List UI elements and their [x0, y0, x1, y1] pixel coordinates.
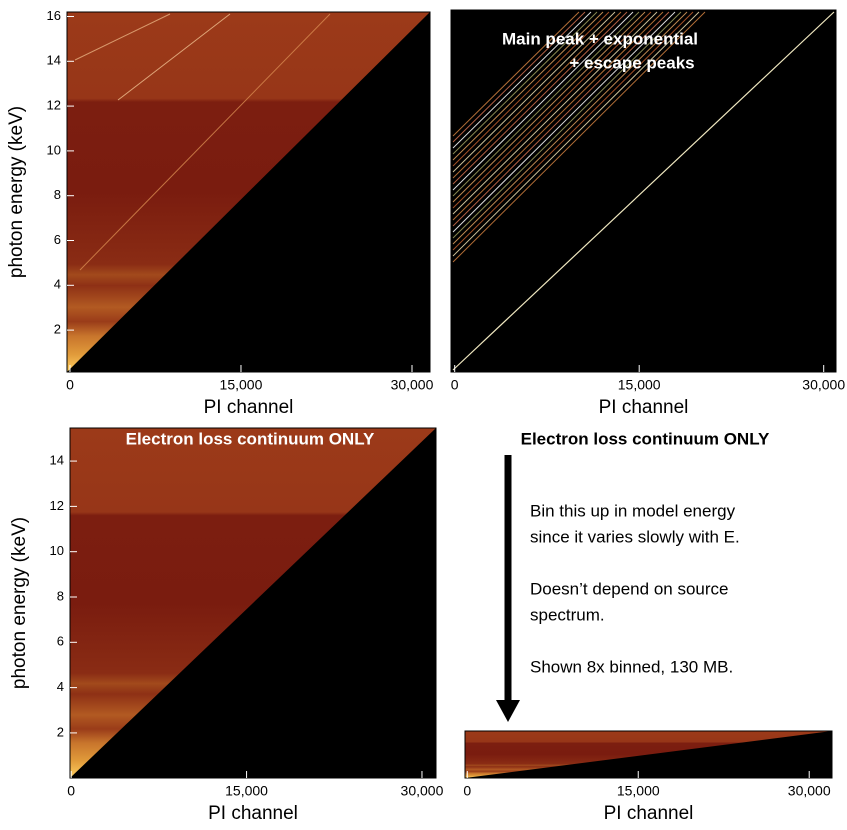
x-tick-label: 0 [451, 377, 459, 393]
note-text: Doesn’t depend on source [530, 579, 728, 598]
note-text: Shown 8x binned, 130 MB. [530, 657, 733, 676]
plot-frame [66, 11, 431, 373]
y-tick-label: 12 [50, 498, 64, 513]
response-line [452, 11, 622, 179]
response-line [452, 11, 688, 245]
x-axis-label: PI channel [604, 803, 694, 824]
x-axis-label: PI channel [204, 397, 294, 418]
response-line [74, 13, 171, 61]
response-line [452, 11, 580, 137]
x-tick-label: 15,000 [618, 377, 661, 393]
y-axis-label: photon energy (keV) [6, 106, 27, 278]
y-tick-label: 16 [47, 8, 61, 23]
response-line [452, 11, 604, 161]
y-axis-label: photon energy (keV) [9, 517, 30, 689]
response-line [452, 11, 598, 155]
x-tick-label: 30,000 [391, 377, 434, 393]
response-line [452, 11, 676, 233]
x-tick-label: 0 [66, 377, 74, 393]
response-line [452, 11, 634, 191]
x-tick-label: 30,000 [401, 783, 444, 799]
response-line [452, 11, 682, 239]
y-tick-label: 6 [54, 232, 61, 247]
y-tick-label: 12 [47, 98, 61, 113]
response-line [79, 13, 331, 271]
response-line [452, 11, 700, 257]
y-tick-label: 10 [50, 543, 64, 558]
response-line [452, 11, 592, 149]
response-line [452, 11, 694, 251]
response-line [452, 11, 646, 203]
response-line [117, 13, 231, 101]
notes-heading: Electron loss continuum ONLY [521, 429, 770, 448]
response-line [452, 11, 664, 221]
response-line [452, 11, 616, 173]
annotation: Electron loss continuum ONLY [126, 429, 375, 448]
response-line [452, 11, 586, 143]
x-tick-label: 0 [463, 783, 471, 799]
response-line [452, 11, 610, 167]
plots: 0 15,000 30,000 2 4 6 8 10 12 14 16 PI channel photo… [6, 8, 845, 824]
arrow-head [496, 700, 520, 722]
empty-region [67, 12, 430, 372]
y-tick-label: 8 [54, 187, 61, 202]
plot-frame [69, 427, 437, 779]
response-line [452, 11, 628, 185]
x-tick-label: 15,000 [220, 377, 263, 393]
x-tick-label: 30,000 [802, 377, 845, 393]
y-tick-label: 8 [57, 588, 64, 603]
x-tick-label: 15,000 [225, 783, 268, 799]
x-axis-label: PI channel [208, 803, 298, 824]
y-tick-label: 14 [47, 53, 61, 68]
annotation: Main peak + exponential [502, 29, 698, 48]
response-line [452, 11, 706, 263]
y-tick-label: 14 [50, 453, 64, 468]
response-line [452, 11, 640, 197]
empty-region [465, 731, 832, 778]
response-line [452, 11, 670, 227]
empty-region [70, 428, 436, 778]
y-tick-label: 10 [47, 142, 61, 157]
y-tick-label: 4 [54, 277, 61, 292]
response-line [452, 11, 835, 371]
note-text: spectrum. [530, 605, 605, 624]
response-line [452, 11, 658, 215]
x-tick-label: 15,000 [617, 783, 660, 799]
response-line [452, 11, 652, 209]
plot-frame [464, 730, 833, 779]
y-tick-label: 4 [57, 679, 64, 694]
x-tick-label: 0 [67, 783, 75, 799]
annotation: + escape peaks [569, 53, 694, 72]
note-text: since it varies slowly with E. [530, 527, 740, 546]
y-tick-label: 6 [57, 634, 64, 649]
x-tick-label: 30,000 [788, 783, 831, 799]
plot-frame [450, 9, 837, 373]
x-axis-label: PI channel [599, 397, 689, 418]
y-tick-label: 2 [57, 724, 64, 739]
y-tick-label: 2 [54, 322, 61, 337]
note-text: Bin this up in model energy [530, 501, 736, 520]
